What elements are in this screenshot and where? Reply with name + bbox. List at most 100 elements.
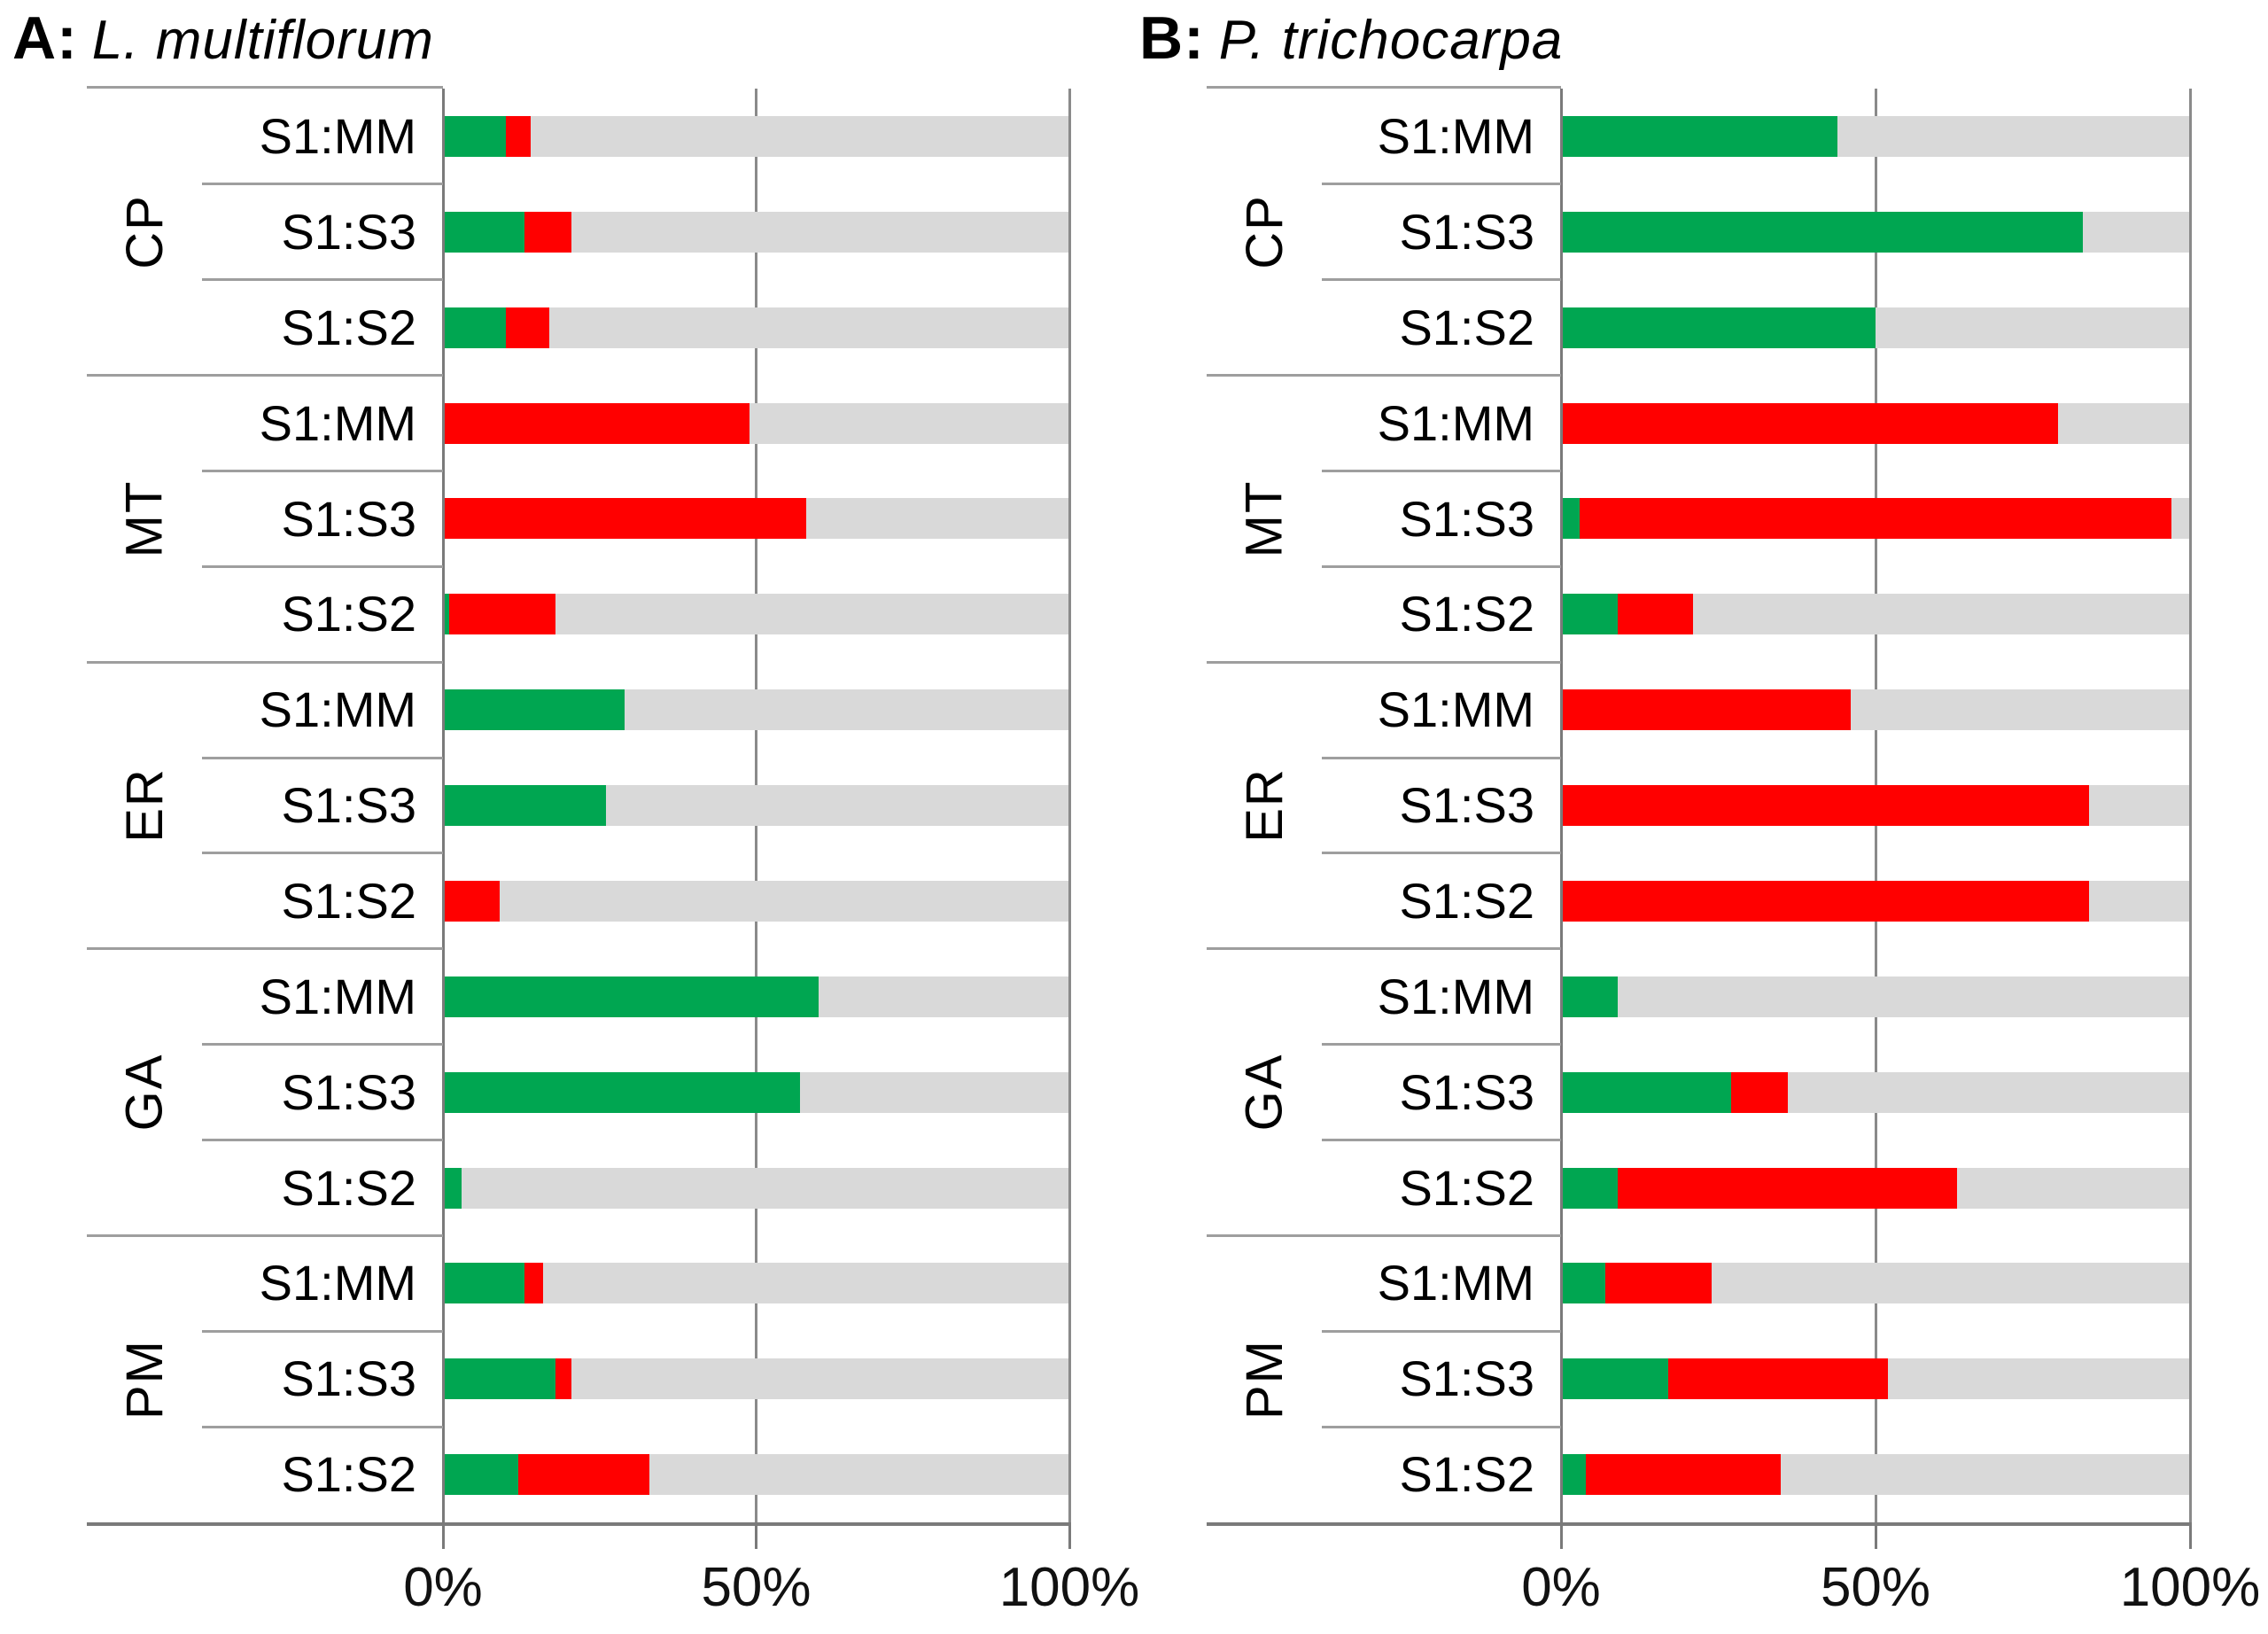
- group-separator: [87, 374, 443, 377]
- bar-segment-red: [1617, 594, 1694, 635]
- bar-segment-green: [443, 689, 625, 731]
- group-separator: [1207, 947, 1561, 951]
- category-axis-line: [441, 89, 445, 1522]
- bar-segment-green: [443, 307, 506, 348]
- row-label: S1:MM: [259, 108, 416, 164]
- bar-segment-green: [443, 211, 524, 253]
- group-label-GA: GA: [87, 949, 202, 1236]
- group-separator: [87, 947, 443, 951]
- group-separator: [87, 1233, 443, 1237]
- group-label-CP: CP: [87, 89, 202, 376]
- group-label-PM: PM: [87, 1235, 202, 1522]
- bar-segment-red: [1604, 1263, 1713, 1304]
- row-label: S1:MM: [1377, 681, 1534, 738]
- row-label: S1:S2: [281, 872, 416, 929]
- group-label-MT: MT: [1207, 376, 1322, 663]
- group-label-PM: PM: [1207, 1235, 1322, 1522]
- row-label: S1:MM: [1377, 394, 1534, 451]
- row-separator: [1322, 852, 1561, 855]
- bar-segment-red: [524, 1263, 544, 1304]
- x-axis-line: [87, 1522, 1071, 1526]
- row-label: S1:S3: [281, 1350, 416, 1407]
- bar-segment-red: [1730, 1071, 1788, 1113]
- bar-segment-green: [1561, 1071, 1731, 1113]
- row-separator: [202, 470, 443, 472]
- bar-segment-red: [1580, 498, 2171, 540]
- group-label-text: ER: [115, 767, 174, 844]
- bar-segment-red: [1561, 689, 1851, 731]
- bar-track: [443, 1263, 1069, 1304]
- bar-segment-red: [1617, 1167, 1958, 1209]
- row-label: S1:S2: [281, 1446, 416, 1503]
- row-label: S1:S3: [281, 490, 416, 547]
- row-separator: [202, 852, 443, 855]
- panel-a-title-prefix: A:: [12, 4, 78, 72]
- row-label: S1:S2: [281, 299, 416, 355]
- axis-tick: [2188, 1522, 2192, 1549]
- bar-track: [443, 880, 1069, 922]
- bar-segment-red: [517, 1454, 650, 1496]
- bar-segment-green: [1561, 1358, 1668, 1400]
- row-label: S1:S3: [281, 1063, 416, 1120]
- row-separator: [202, 756, 443, 759]
- row-label: S1:S3: [1399, 777, 1534, 834]
- row-separator: [1322, 1425, 1561, 1428]
- panel-b-title-prefix: B:: [1139, 4, 1205, 72]
- bar-segment-green: [1561, 594, 1618, 635]
- row-label: S1:S2: [1399, 1159, 1534, 1216]
- panel-b-title: B: P. trichocarpa: [1139, 4, 1563, 73]
- label-box-top-border: [1207, 86, 1561, 89]
- bar-segment-red: [505, 115, 531, 157]
- bar-segment-green: [1561, 976, 1618, 1017]
- axis-tick: [755, 1522, 757, 1549]
- group-label-CP: CP: [1207, 89, 1322, 376]
- bar-segment-red: [1561, 880, 2090, 922]
- bar-segment-green: [1561, 1263, 1605, 1304]
- x-tick-label-0: 0%: [403, 1557, 483, 1618]
- bar-segment-green: [443, 976, 819, 1017]
- bar-segment-red: [505, 307, 550, 348]
- bar-segment-green: [443, 1358, 556, 1400]
- gridline-100: [2188, 89, 2192, 1522]
- bar-segment-red: [443, 498, 807, 540]
- panel-a-title-species: L. multiflorum: [91, 10, 434, 71]
- row-label: S1:S3: [1399, 1350, 1534, 1407]
- bar-segment-green: [443, 594, 450, 635]
- row-separator: [1322, 470, 1561, 472]
- row-label: S1:MM: [1377, 1255, 1534, 1311]
- row-label: S1:S2: [281, 1159, 416, 1216]
- panel-a-title: A: L. multiflorum: [12, 4, 434, 73]
- row-label: S1:S2: [1399, 586, 1534, 642]
- axis-tick: [1068, 1522, 1071, 1549]
- group-label-text: PM: [115, 1338, 174, 1420]
- row-label: S1:S3: [1399, 203, 1534, 260]
- row-separator: [202, 1043, 443, 1047]
- row-separator: [202, 183, 443, 186]
- bar-segment-green: [1561, 1454, 1587, 1496]
- row-separator: [1322, 1329, 1561, 1333]
- row-label: S1:MM: [259, 681, 416, 738]
- bar-segment-green: [443, 1454, 518, 1496]
- row-label: S1:MM: [259, 1255, 416, 1311]
- row-separator: [1322, 564, 1561, 568]
- row-separator: [202, 564, 443, 568]
- group-separator: [1207, 374, 1561, 377]
- row-separator: [202, 1425, 443, 1428]
- bar-segment-green: [1561, 1167, 1618, 1209]
- x-tick-label-50: 50%: [1820, 1557, 1931, 1618]
- row-separator: [202, 278, 443, 282]
- bar-segment-red: [1561, 402, 2058, 444]
- row-label: S1:S2: [1399, 872, 1534, 929]
- group-separator: [1207, 1233, 1561, 1237]
- row-label: S1:S3: [281, 777, 416, 834]
- group-label-MT: MT: [87, 376, 202, 663]
- row-label: S1:S3: [1399, 1063, 1534, 1120]
- group-label-GA: GA: [1207, 949, 1322, 1236]
- row-label: S1:MM: [1377, 968, 1534, 1024]
- group-label-text: ER: [1235, 767, 1293, 844]
- bar-segment-green: [1561, 211, 2084, 253]
- row-separator: [1322, 1043, 1561, 1047]
- x-tick-label-50: 50%: [701, 1557, 812, 1618]
- row-label: S1:MM: [1377, 108, 1534, 164]
- row-separator: [202, 1139, 443, 1141]
